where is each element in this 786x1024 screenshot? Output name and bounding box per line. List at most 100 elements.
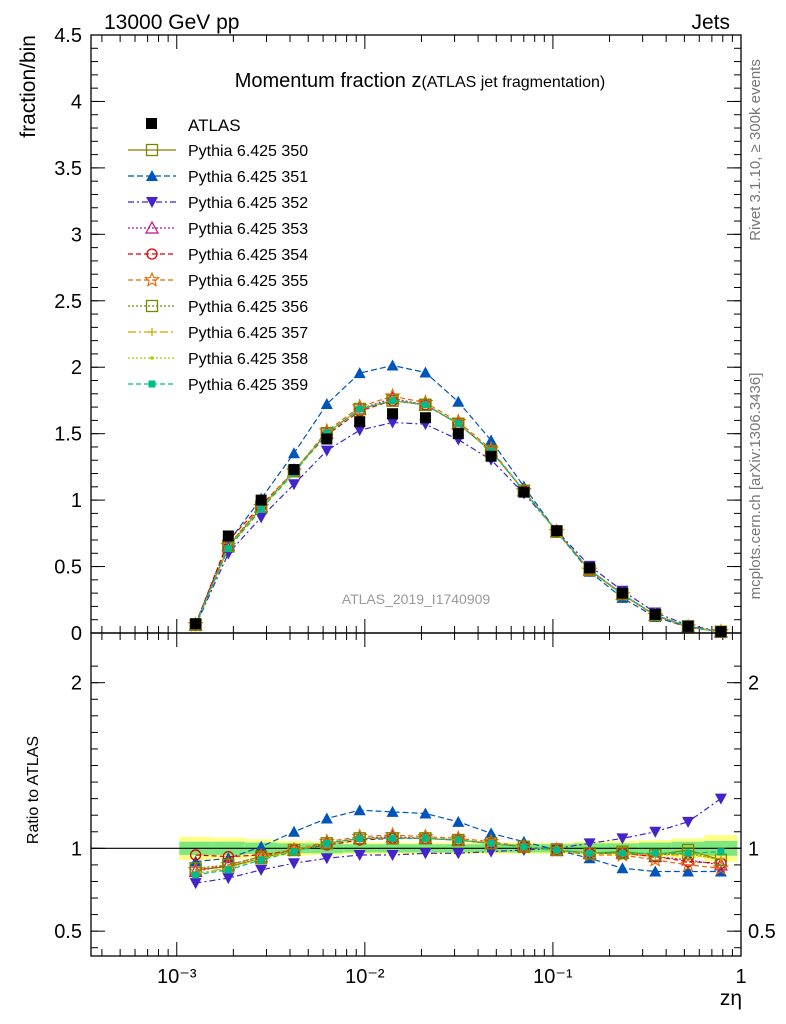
series-ratio-point (586, 849, 594, 857)
series-ratio-point (192, 871, 200, 879)
series-layer (187, 359, 730, 890)
series-ratio-point (320, 837, 333, 850)
legend-item: Pythia 6.425 357 (128, 325, 308, 342)
series-ratio-point (386, 849, 399, 861)
series-ratio-point (682, 816, 695, 828)
legend-item: Pythia 6.425 354 (128, 247, 308, 264)
series-ratio-point (189, 855, 202, 867)
series-ratio-point (616, 862, 629, 874)
series-point (485, 434, 498, 446)
series-ratio-point (553, 846, 561, 854)
legend-marker (143, 271, 161, 287)
series-ratio-point (714, 793, 727, 805)
series-point (353, 425, 366, 437)
legend-label: Pythia 6.425 350 (188, 143, 308, 160)
series-point (323, 429, 331, 437)
data-point (715, 626, 727, 638)
series-ratio-point (255, 864, 268, 876)
series-ratio-point (452, 848, 465, 860)
data-point (419, 412, 431, 424)
data-point (485, 450, 497, 462)
legend-marker (146, 170, 158, 181)
data-point (452, 428, 464, 440)
series-ratio-point (520, 843, 528, 851)
x-tick-label: 10⁻² (345, 966, 385, 988)
main-ylabel: fraction/bin (17, 35, 40, 138)
series-ratio-point (189, 849, 202, 861)
series-point (419, 366, 432, 378)
series-ratio-point (649, 826, 662, 838)
legend-item: Pythia 6.425 350 (128, 143, 308, 160)
series-point (320, 445, 333, 457)
y-tick-label: 3.5 (54, 158, 82, 180)
data-point (321, 433, 333, 445)
y-tick-label: 2 (71, 357, 82, 379)
series-point (257, 505, 265, 513)
ratio-y-tick-label: 0.5 (748, 921, 776, 943)
series-point (386, 417, 399, 429)
legend-label: Pythia 6.425 355 (188, 273, 308, 290)
series-ratio-point (485, 827, 498, 839)
series-point (421, 401, 429, 409)
series-ratio-point (290, 848, 298, 856)
legend-label: Pythia 6.425 357 (188, 325, 308, 342)
data-point (222, 530, 234, 542)
series-ratio-point (651, 849, 659, 857)
legend-marker (146, 118, 157, 129)
data-point (518, 486, 530, 498)
series-point (353, 402, 366, 416)
series-ratio-point (356, 834, 364, 842)
mcplots-label: mcplots.cern.ch [arXiv:1306.3436] (747, 373, 764, 600)
legend-marker (146, 248, 158, 260)
series-point (353, 367, 366, 379)
series-point (224, 545, 232, 553)
series-ratio-point (679, 856, 697, 872)
legend: ATLAS Pythia 6.425 350 Pythia 6.425 351 Pyt… (128, 116, 308, 394)
data-point (584, 562, 596, 574)
ratio-y-tick-label: 1 (71, 838, 82, 860)
series-ratio-point (320, 853, 333, 865)
data-point (354, 416, 366, 428)
series-ratio-point (684, 849, 692, 857)
data-point (616, 587, 628, 599)
series-ratio-point (616, 833, 629, 845)
series-ratio-point (287, 858, 300, 870)
legend-label: Pythia 6.425 351 (188, 169, 308, 186)
legend-label: Pythia 6.425 356 (188, 299, 308, 316)
series-point (287, 447, 300, 459)
analysis-watermark: ATLAS_2019_I1740909 (342, 591, 491, 607)
series-ratio-point (353, 804, 366, 816)
legend-label: ATLAS (188, 116, 241, 135)
series-ratio-point (419, 848, 432, 860)
legend-marker (145, 299, 159, 313)
series-ratio-point (618, 849, 626, 857)
series-point (386, 394, 399, 407)
series-ratio-point (454, 836, 462, 844)
series-ratio-point (189, 878, 202, 890)
y-tick-label: 1 (71, 490, 82, 512)
legend-marker (148, 328, 156, 336)
ratio-ylabel: Ratio to ATLAS (25, 736, 42, 844)
series-ratio-point (255, 840, 268, 852)
rivet-label: Rivet 3.1.10, ≥ 300k events (747, 59, 764, 241)
series-point (255, 512, 268, 524)
legend-item: Pythia 6.425 356 (128, 299, 308, 316)
ratio-y-tick-label: 1 (748, 838, 759, 860)
series-ratio-point (717, 848, 725, 856)
series-point (419, 398, 432, 411)
y-tick-label: 4 (71, 91, 82, 113)
series-ratio-point (320, 812, 333, 824)
series-ratio-point (222, 873, 235, 885)
series-ratio-point (323, 839, 331, 847)
data-point (190, 618, 202, 630)
legend-marker (145, 143, 159, 157)
series-ratio-point (583, 838, 596, 850)
series-ratio-point (682, 865, 695, 877)
process-label: Jets (691, 11, 730, 34)
legend-item: Pythia 6.425 359 (128, 377, 308, 394)
ratio-panel-frame (90, 632, 742, 957)
collision-label: 13000 GeV pp (104, 11, 239, 34)
data-series (190, 408, 727, 638)
ratio-y-tick-label: 2 (748, 673, 759, 695)
